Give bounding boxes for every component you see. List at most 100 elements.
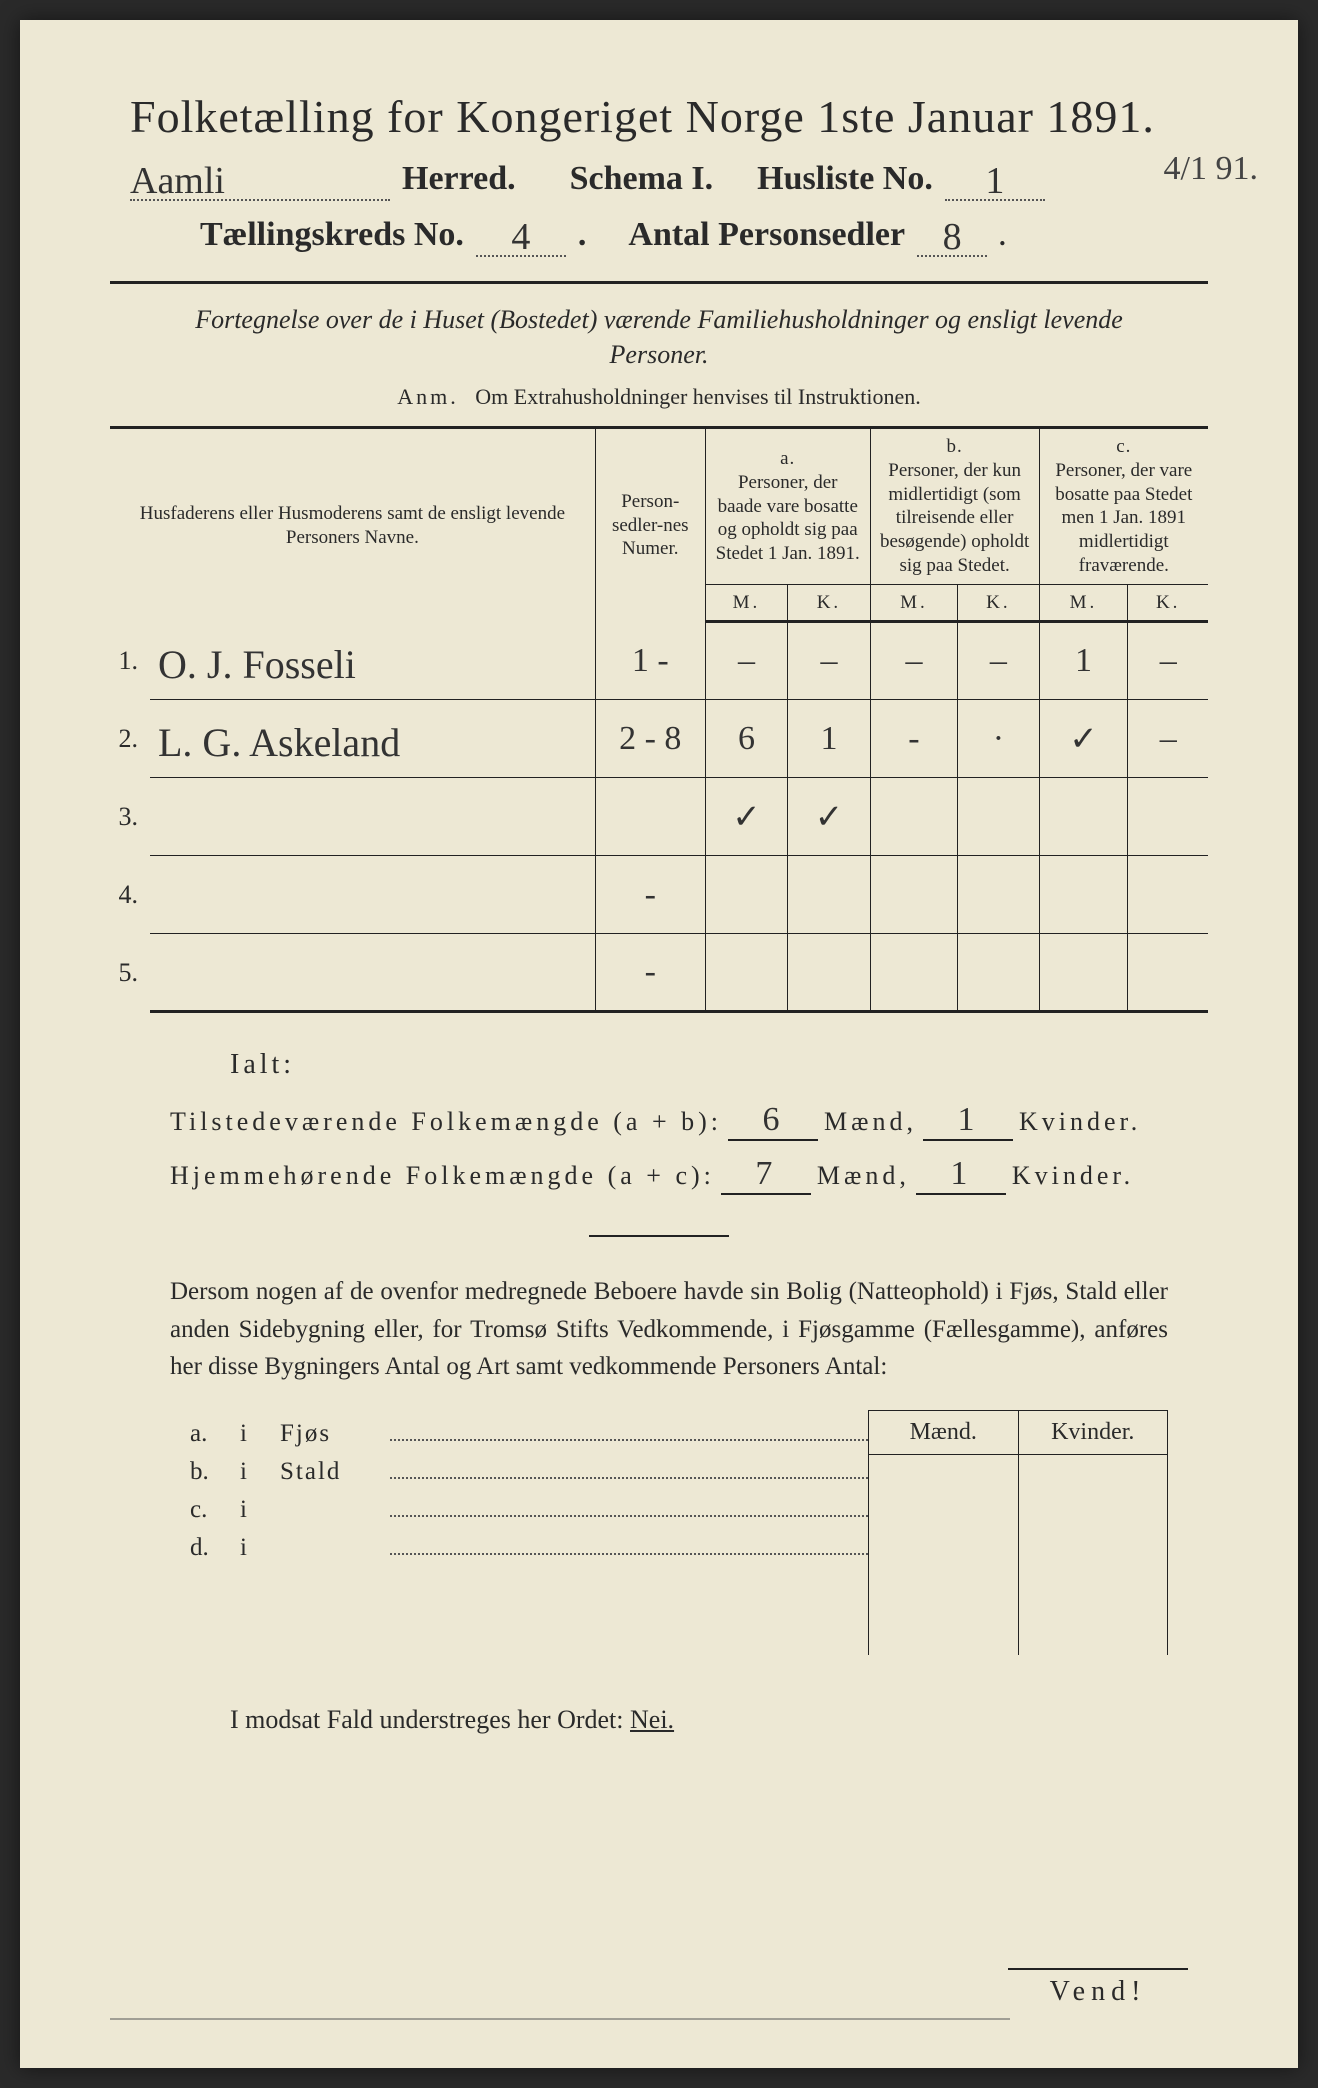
row-c-k xyxy=(1128,934,1208,1012)
row-a-k: 1 xyxy=(788,700,870,778)
header-block: Folketælling for Kongeriget Norge 1ste J… xyxy=(110,90,1208,257)
row-b-k: · xyxy=(958,700,1039,778)
col-names-text: Husfaderens eller Husmoderens samt de en… xyxy=(140,503,565,548)
personsedler-value: 8 xyxy=(943,216,962,258)
br-cell-m xyxy=(869,1455,1019,1655)
anm-line: Anm. Om Extrahusholdninger henvises til … xyxy=(110,384,1208,410)
row-c-k xyxy=(1128,856,1208,934)
row-b-k xyxy=(958,778,1039,856)
row-num-range: 1 - xyxy=(595,622,705,700)
row-c-k xyxy=(1128,778,1208,856)
row-number: 5. xyxy=(110,934,150,1012)
row-a-m xyxy=(705,856,787,934)
bl-lab: b. xyxy=(190,1458,240,1486)
col-b-text: Personer, der kun midlertidigt (som tilr… xyxy=(879,459,1031,578)
anm-label: Anm. xyxy=(397,384,459,409)
tot1-maend: Mænd, xyxy=(824,1107,917,1137)
col-c-label: c. xyxy=(1048,435,1200,459)
row-b-m xyxy=(870,778,958,856)
tot1-m: 6 xyxy=(763,1101,784,1138)
bl-dots xyxy=(390,1541,868,1555)
row-c-m: 1 xyxy=(1039,622,1128,700)
totals-line-1: Tilstedeværende Folkemængde (a + b): 6 M… xyxy=(170,1101,1208,1141)
col-b-label: b. xyxy=(879,435,1031,459)
col-a-label: a. xyxy=(714,447,862,471)
herred-label: Herred. xyxy=(402,160,516,198)
row-a-m: – xyxy=(705,622,787,700)
row-a-m: 6 xyxy=(705,700,787,778)
row-number: 2. xyxy=(110,700,150,778)
herred-value: Aamli xyxy=(130,160,225,202)
col-names: Husfaderens eller Husmoderens samt de en… xyxy=(110,428,595,622)
row-name: O. J. Fosseli xyxy=(150,622,595,700)
tot1-label: Tilstedeværende Folkemængde (a + b): xyxy=(170,1107,722,1137)
row-b-m xyxy=(870,934,958,1012)
vend-label: Vend! xyxy=(1008,1968,1188,2008)
kreds-label: Tællingskreds No. xyxy=(200,216,464,254)
row-num-range: 2 - 8 xyxy=(595,700,705,778)
col-b: b. Personer, der kun midlertidigt (som t… xyxy=(870,428,1039,585)
tot2-m-field: 7 xyxy=(721,1155,811,1195)
schema-label: Schema I. xyxy=(570,160,714,198)
bl-i: i xyxy=(240,1534,280,1562)
row-num-range xyxy=(595,778,705,856)
row-num-range: - xyxy=(595,934,705,1012)
husliste-field: 1 xyxy=(945,155,1045,201)
row-c-m xyxy=(1039,934,1128,1012)
table-row: 5. - xyxy=(110,934,1208,1012)
row-b-k xyxy=(958,856,1039,934)
bottom-list-row: a.iFjøs xyxy=(190,1420,868,1448)
bottom-left-list: a.iFjøsb.iStaldc.id.i xyxy=(190,1410,868,1655)
row-b-k xyxy=(958,934,1039,1012)
col-b-m: M. xyxy=(870,584,958,622)
table-body: 1.O. J. Fosseli1 -––––1–2.L. G. Askeland… xyxy=(110,622,1208,1012)
col-c-text: Personer, der vare bosatte paa Stedet me… xyxy=(1048,459,1200,578)
personsedler-label: Antal Personsedler xyxy=(628,216,905,254)
col-numer: Person-sedler-nes Numer. xyxy=(595,428,705,622)
row-a-k: – xyxy=(788,622,870,700)
bl-word: Stald xyxy=(280,1458,390,1486)
table-row: 2.L. G. Askeland2 - 861-·✓– xyxy=(110,700,1208,778)
margin-date-note: 4/1 91. xyxy=(1164,150,1258,188)
col-c-k: K. xyxy=(1128,584,1208,622)
building-paragraph-text: Dersom nogen af de ovenfor medregnede Be… xyxy=(170,1278,1168,1380)
bl-i: i xyxy=(240,1420,280,1448)
col-a-k: K. xyxy=(788,584,870,622)
tot1-m-field: 6 xyxy=(728,1101,818,1141)
husliste-value: 1 xyxy=(985,160,1004,202)
br-maend: Mænd. xyxy=(869,1411,1019,1454)
totals-line-2: Hjemmehørende Folkemængde (a + c): 7 Mæn… xyxy=(170,1155,1208,1195)
bottom-list-row: d.i xyxy=(190,1534,868,1562)
anm-text: Om Extrahusholdninger henvises til Instr… xyxy=(475,384,920,409)
row-name xyxy=(150,934,595,1012)
main-table: Husfaderens eller Husmoderens samt de en… xyxy=(110,426,1208,1013)
short-rule xyxy=(589,1235,729,1237)
tot2-k: 1 xyxy=(950,1155,971,1192)
sub-heading: Fortegnelse over de i Huset (Bostedet) v… xyxy=(170,302,1148,372)
row-a-k xyxy=(788,856,870,934)
row-c-m: ✓ xyxy=(1039,700,1128,778)
bl-i: i xyxy=(240,1496,280,1524)
row-b-m: – xyxy=(870,622,958,700)
row-name xyxy=(150,856,595,934)
rule-1 xyxy=(110,281,1208,284)
nei-line: I modsat Fald understreges her Ordet: Ne… xyxy=(230,1705,1208,1735)
col-c-m: M. xyxy=(1039,584,1128,622)
header-line-3: Tællingskreds No. 4 . Antal Personsedler… xyxy=(200,211,1208,257)
row-number: 1. xyxy=(110,622,150,700)
personsedler-field: 8 xyxy=(917,211,987,257)
tot2-maend: Mænd, xyxy=(817,1161,910,1191)
bl-lab: c. xyxy=(190,1496,240,1524)
nei-pre: I modsat Fald understreges her Ordet: xyxy=(230,1705,630,1734)
row-c-k: – xyxy=(1128,700,1208,778)
row-number: 4. xyxy=(110,856,150,934)
tot1-kvinder: Kvinder. xyxy=(1019,1107,1141,1137)
bottom-grid: a.iFjøsb.iStaldc.id.i Mænd. Kvinder. xyxy=(190,1410,1168,1655)
col-b-k: K. xyxy=(958,584,1039,622)
bl-lab: d. xyxy=(190,1534,240,1562)
row-c-m xyxy=(1039,856,1128,934)
bottom-scrawl xyxy=(110,2018,1010,2020)
col-a-m: M. xyxy=(705,584,787,622)
br-kvinder: Kvinder. xyxy=(1019,1411,1168,1454)
ialt-label: Ialt: xyxy=(230,1049,1208,1081)
